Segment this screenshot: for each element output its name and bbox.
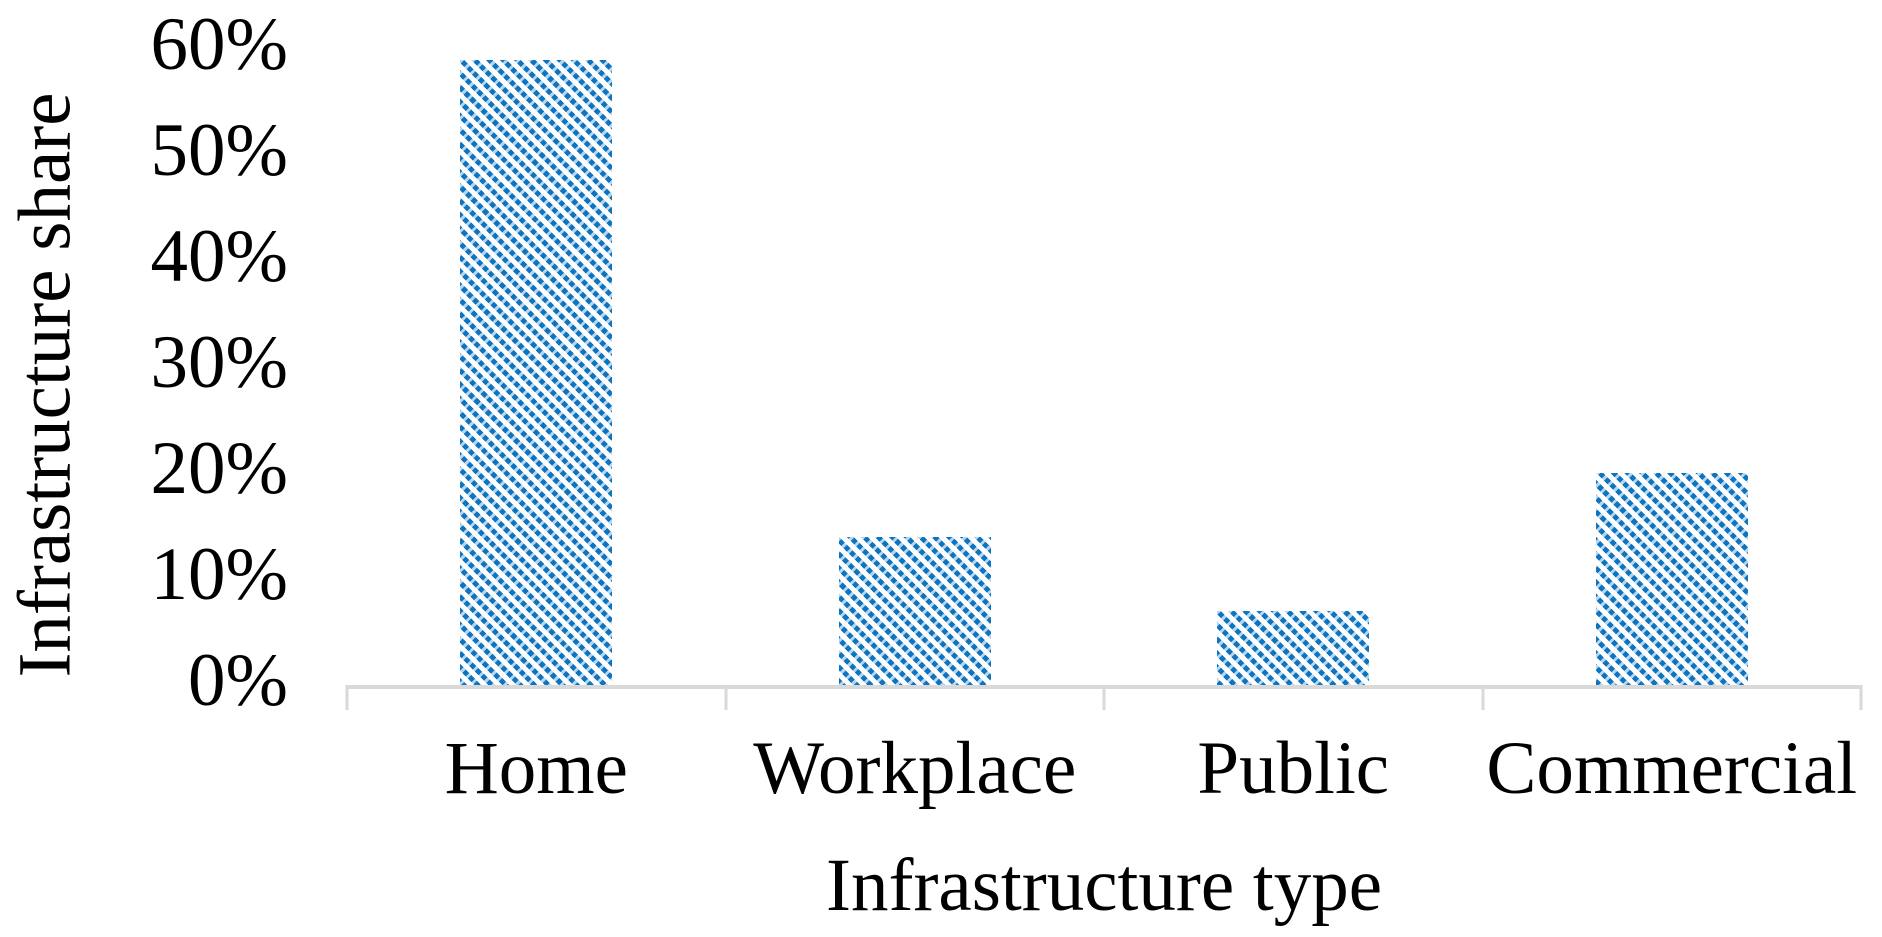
y-tick-label-10: 10%	[150, 533, 288, 616]
y-tick-label-50: 50%	[150, 109, 288, 192]
x-axis-title: Infrastructure type	[826, 844, 1382, 927]
y-tick-label-0: 0%	[188, 639, 288, 722]
bar-public	[1217, 610, 1370, 685]
x-label-workplace: Workplace	[753, 727, 1077, 810]
x-label-public: Public	[1197, 727, 1390, 810]
x-axis-boundary-tick	[1481, 685, 1484, 710]
x-axis-category-labels: Home Workplace Public Commercial	[347, 727, 1861, 811]
y-axis-tick-labels: 0% 10% 20% 30% 40% 50% 60%	[0, 0, 288, 937]
plot-area	[345, 49, 1863, 710]
x-label-commercial: Commercial	[1486, 727, 1858, 810]
y-tick-label-30: 30%	[150, 321, 288, 404]
x-label-home: Home	[444, 727, 628, 810]
bar-workplace	[838, 536, 991, 685]
x-axis-boundary-tick	[724, 685, 727, 710]
y-tick-label-40: 40%	[150, 215, 288, 298]
y-tick-label-20: 20%	[150, 427, 288, 510]
x-axis-boundary-tick	[1102, 685, 1106, 710]
x-axis-boundary-tick	[1859, 685, 1863, 710]
bar-home	[460, 59, 613, 685]
y-tick-label-60: 60%	[150, 3, 288, 86]
x-axis-boundary-tick	[345, 685, 349, 710]
bar-commercial	[1595, 473, 1748, 685]
